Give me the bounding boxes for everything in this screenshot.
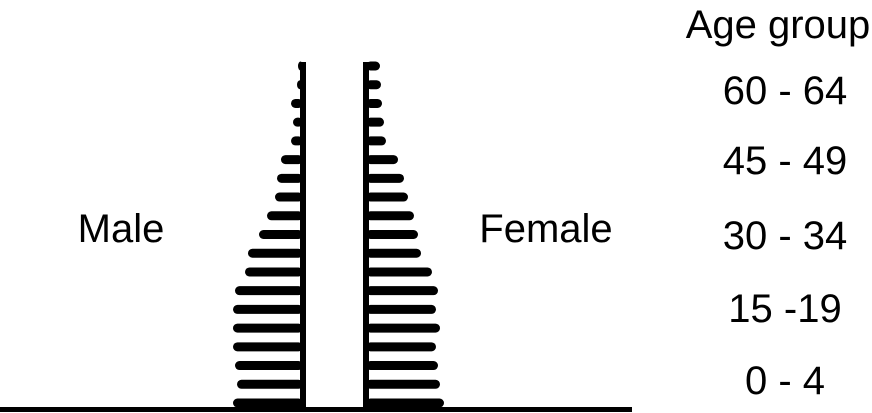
tick-labels-group: 60 - 64 45 - 49 30 - 34 15 -19 0 - 4 xyxy=(723,69,848,403)
male-bar-0 xyxy=(233,398,303,408)
male-axis-line xyxy=(300,62,306,412)
axis-title-age-group: Age group xyxy=(686,3,871,47)
female-axis-line xyxy=(363,62,369,412)
male-bar-2 xyxy=(235,361,303,371)
tick-label-4: 0 - 4 xyxy=(745,359,825,403)
baseline xyxy=(0,407,632,412)
male-bar-3 xyxy=(233,342,303,352)
legend-label-male: Male xyxy=(78,207,165,251)
female-bar-9 xyxy=(366,230,418,239)
female-bar-3 xyxy=(366,342,436,352)
female-bar-10 xyxy=(366,211,414,221)
female-bar-8 xyxy=(366,248,421,258)
female-bar-2 xyxy=(366,361,438,371)
female-bar-7 xyxy=(366,267,432,277)
female-bar-16 xyxy=(366,98,382,108)
male-bar-11 xyxy=(275,192,303,202)
male-bar-1 xyxy=(237,379,303,389)
female-bar-17 xyxy=(366,80,381,90)
female-bar-14 xyxy=(366,136,386,146)
female-bar-4 xyxy=(366,323,440,333)
tick-label-2: 30 - 34 xyxy=(723,214,848,258)
female-bar-15 xyxy=(366,117,384,127)
tick-label-1: 45 - 49 xyxy=(723,139,848,183)
male-bar-13 xyxy=(281,155,303,165)
male-bar-6 xyxy=(235,286,303,296)
female-bar-1 xyxy=(366,379,440,389)
male-bar-4 xyxy=(233,323,303,333)
male-bar-9 xyxy=(259,230,303,239)
male-bar-5 xyxy=(233,304,303,314)
tick-label-0: 60 - 64 xyxy=(723,69,848,113)
female-bar-12 xyxy=(366,173,404,183)
female-bar-18 xyxy=(366,61,380,71)
female-bar-6 xyxy=(366,286,438,296)
male-bar-7 xyxy=(245,267,303,277)
female-bar-0 xyxy=(366,398,444,408)
bars-group xyxy=(233,61,444,408)
male-bar-10 xyxy=(267,211,303,221)
legend-label-female: Female xyxy=(479,207,612,251)
female-bar-11 xyxy=(366,192,408,202)
male-bar-8 xyxy=(248,248,303,258)
tick-label-3: 15 -19 xyxy=(728,287,841,331)
male-bar-12 xyxy=(277,173,303,183)
female-bar-5 xyxy=(366,304,436,314)
female-bar-13 xyxy=(366,155,398,165)
